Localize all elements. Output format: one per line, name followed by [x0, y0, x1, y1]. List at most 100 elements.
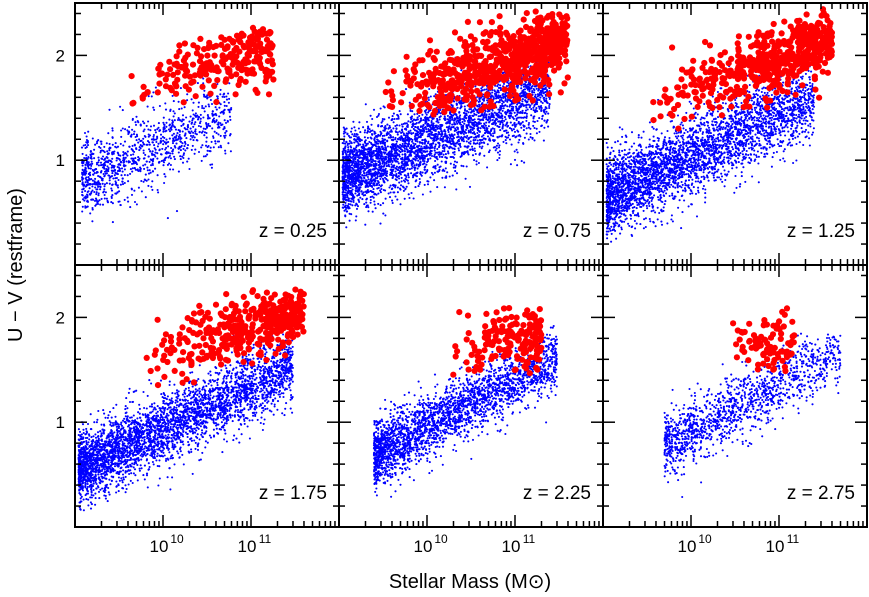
blue-point: [463, 105, 466, 108]
blue-point: [105, 197, 108, 200]
blue-point: [206, 114, 209, 117]
blue-point: [91, 208, 94, 211]
blue-point: [541, 87, 544, 90]
blue-point: [399, 143, 402, 146]
blue-point: [403, 150, 406, 153]
blue-point: [357, 142, 360, 145]
blue-point: [358, 121, 361, 124]
blue-point: [171, 142, 175, 145]
blue-point: [347, 186, 350, 189]
blue-point: [520, 160, 523, 163]
blue-point: [351, 153, 354, 156]
blue-point: [103, 175, 106, 178]
panel-2-points: [341, 8, 571, 229]
blue-point: [103, 167, 106, 170]
blue-point: [383, 169, 386, 172]
blue-point: [202, 116, 205, 119]
blue-point: [512, 117, 515, 120]
blue-point: [370, 160, 373, 163]
blue-point: [205, 140, 208, 143]
blue-point: [462, 125, 465, 128]
blue-point: [133, 200, 137, 204]
blue-point: [147, 178, 150, 181]
blue-point: [192, 117, 195, 120]
blue-point: [509, 115, 512, 118]
blue-point: [81, 198, 85, 201]
blue-point: [386, 131, 389, 134]
blue-point: [360, 190, 363, 193]
blue-point: [404, 188, 407, 191]
blue-point: [396, 113, 399, 116]
blue-point: [502, 95, 505, 98]
blue-point: [477, 115, 480, 118]
blue-point: [219, 103, 222, 106]
blue-point: [404, 127, 407, 130]
blue-point: [405, 147, 408, 151]
blue-point: [468, 119, 472, 122]
blue-point: [380, 132, 383, 135]
blue-point: [514, 136, 517, 139]
blue-point: [157, 126, 160, 129]
red-point: [186, 73, 194, 80]
red-point: [213, 42, 220, 50]
blue-point: [343, 149, 346, 152]
blue-point: [433, 149, 436, 152]
blue-point: [111, 202, 114, 205]
blue-point: [157, 142, 160, 145]
blue-point: [220, 124, 223, 127]
blue-point: [394, 124, 397, 128]
blue-point: [398, 149, 401, 153]
blue-point: [172, 148, 175, 151]
blue-point: [343, 135, 346, 138]
blue-point: [365, 206, 368, 209]
blue-point: [406, 167, 409, 170]
blue-point: [373, 203, 376, 206]
blue-point: [348, 168, 351, 171]
blue-point: [105, 169, 108, 172]
blue-point: [345, 189, 348, 192]
blue-point: [436, 163, 439, 166]
red-point: [238, 30, 245, 37]
blue-point: [518, 122, 521, 125]
blue-point: [379, 142, 382, 145]
blue-point: [207, 144, 210, 148]
blue-point: [186, 93, 189, 96]
red-point: [242, 78, 249, 85]
blue-point: [430, 154, 434, 158]
blue-point: [201, 130, 204, 133]
blue-point: [431, 127, 435, 130]
blue-point: [122, 164, 125, 167]
blue-point: [111, 172, 114, 175]
blue-point: [121, 180, 124, 183]
blue-point: [538, 130, 541, 133]
blue-point: [192, 101, 195, 104]
blue-point: [433, 171, 436, 174]
blue-point: [373, 193, 376, 196]
blue-point: [192, 113, 195, 116]
blue-point: [532, 117, 535, 120]
blue-point: [462, 165, 465, 168]
blue-point: [171, 150, 174, 153]
blue-point: [465, 112, 468, 115]
blue-point: [353, 183, 356, 186]
blue-point: [385, 149, 388, 152]
blue-point: [177, 100, 180, 103]
blue-point: [517, 120, 520, 123]
blue-point: [419, 117, 423, 120]
blue-point: [118, 158, 121, 161]
blue-point: [85, 146, 88, 149]
blue-point: [345, 127, 348, 130]
blue-point: [169, 109, 172, 113]
blue-point: [459, 114, 462, 117]
blue-point: [537, 98, 540, 101]
blue-point: [505, 131, 508, 134]
red-point: [185, 86, 192, 93]
blue-point: [344, 191, 347, 194]
blue-point: [394, 145, 397, 148]
blue-point: [391, 199, 394, 202]
blue-point: [521, 109, 524, 112]
blue-point: [203, 89, 206, 92]
blue-point: [135, 139, 138, 142]
blue-point: [365, 120, 369, 123]
blue-point: [443, 150, 446, 153]
